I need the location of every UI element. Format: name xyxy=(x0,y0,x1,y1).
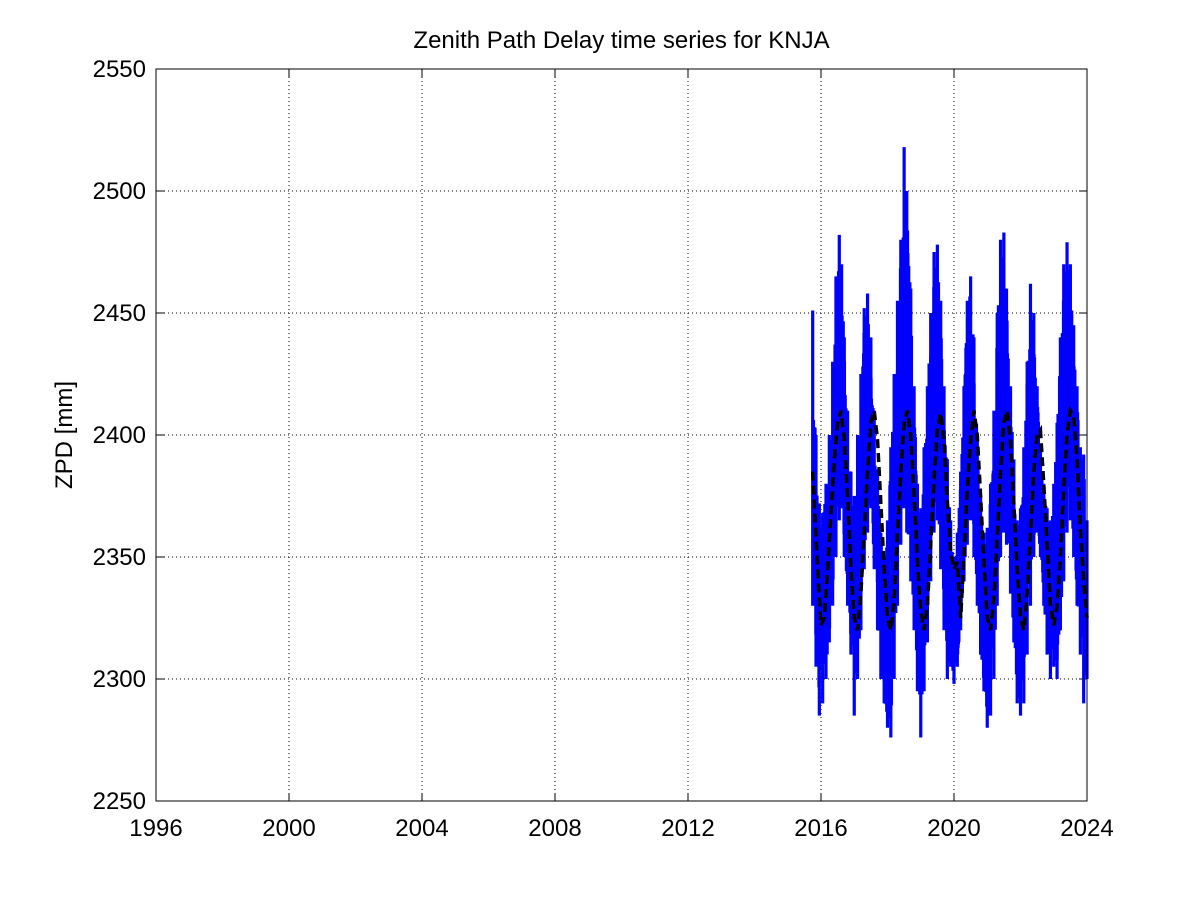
y-tick-label: 2350 xyxy=(93,544,146,571)
x-tick-label: 2012 xyxy=(661,815,714,842)
x-tick-label: 2016 xyxy=(794,815,847,842)
x-tick-label: 2020 xyxy=(927,815,980,842)
y-tick-label: 2300 xyxy=(93,666,146,693)
y-axis-label: ZPD [mm] xyxy=(51,381,78,489)
y-tick-label: 2500 xyxy=(93,178,146,205)
tick-labels: 1996 2000 2004 2008 2012 2016 2020 2024 2250 2300… xyxy=(93,56,1114,842)
y-tick-label: 2250 xyxy=(93,788,146,815)
x-tick-label: 2000 xyxy=(262,815,315,842)
plot-area xyxy=(810,147,1089,738)
model-fit-series xyxy=(810,405,1089,631)
y-tick-label: 2400 xyxy=(93,422,146,449)
x-tick-label: 2004 xyxy=(395,815,448,842)
x-tick-label: 2024 xyxy=(1060,815,1113,842)
x-tick-label: 2008 xyxy=(528,815,581,842)
y-tick-label: 2550 xyxy=(93,56,146,83)
y-tick-label: 2450 xyxy=(93,300,146,327)
axes-frame xyxy=(155,68,1088,802)
x-tick-label: 1996 xyxy=(129,815,182,842)
chart-title: Zenith Path Delay time series for KNJA xyxy=(413,27,829,54)
